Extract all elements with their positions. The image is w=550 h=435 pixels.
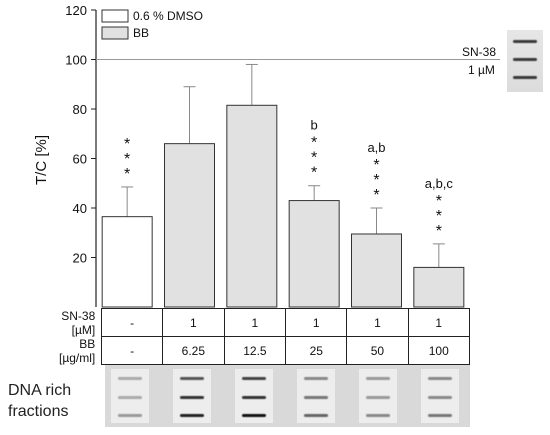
- gel-lane: [173, 369, 211, 423]
- table-cell: 1: [223, 308, 287, 337]
- significance-star: *: [373, 157, 379, 174]
- gel-band: [242, 414, 266, 417]
- gel-band: [428, 414, 452, 417]
- significance-star: *: [311, 165, 317, 182]
- table-cell: 100: [407, 336, 471, 365]
- treatment-table: SN-38 [µM] - 1 1 1 1 1 BB [µg/ml] - 6.25…: [40, 308, 471, 365]
- legend-swatch-bb: [101, 26, 129, 40]
- significance-annotation: a,b,c: [425, 176, 454, 191]
- gel-band: [180, 377, 204, 380]
- gel-band: [513, 40, 537, 43]
- dna-gel-strip: [105, 365, 470, 427]
- reference-label-line1: SN-38: [462, 45, 496, 59]
- legend-label-dmso: 0.6 % DMSO: [133, 9, 203, 23]
- table-cell: -: [101, 308, 164, 337]
- table-cell: 1: [285, 308, 348, 337]
- table-row-sn38: SN-38 [µM] - 1 1 1 1 1: [40, 308, 471, 337]
- y-tick-label: 100: [65, 53, 87, 68]
- significance-star: *: [124, 136, 130, 153]
- gel-band: [118, 414, 142, 417]
- dna-label-line2: fractions: [8, 403, 69, 420]
- gel-lane: [297, 369, 335, 423]
- gel-band: [304, 377, 328, 380]
- gel-band: [180, 396, 204, 399]
- significance-star: *: [373, 172, 379, 189]
- significance-star: *: [436, 223, 442, 240]
- gel-band: [428, 396, 452, 399]
- gel-lane: [359, 369, 397, 423]
- gel-band: [242, 396, 266, 399]
- table-cell: 6.25: [162, 336, 225, 365]
- y-tick-label: 20: [73, 251, 87, 266]
- table-row-bb: BB [µg/ml] - 6.25 12.5 25 50 100: [40, 336, 471, 365]
- gel-band: [366, 414, 390, 417]
- gel-lane: [235, 369, 273, 423]
- bars-group: ******b***a,b***a,b,c: [101, 63, 465, 308]
- gel-lane: [111, 369, 149, 423]
- row-label-bb: BB [µg/ml]: [58, 336, 96, 365]
- table-cell: 1: [162, 308, 225, 337]
- legend-label-bb: BB: [133, 26, 149, 40]
- significance-star: *: [124, 151, 130, 168]
- gel-band: [118, 377, 142, 380]
- gel-band: [180, 414, 204, 417]
- table-cell: 1: [346, 308, 409, 337]
- table-cell: 12.5: [223, 336, 287, 365]
- gel-band: [242, 377, 266, 380]
- gel-band: [428, 377, 452, 380]
- dna-label-line1: DNA rich: [8, 382, 72, 399]
- table-cell: 1: [407, 308, 471, 337]
- significance-annotation: a,b: [367, 140, 385, 155]
- significance-star: *: [373, 187, 379, 204]
- gel-band: [366, 396, 390, 399]
- gel-band: [304, 414, 328, 417]
- significance-star: *: [124, 166, 130, 183]
- table-cell: 50: [346, 336, 409, 365]
- significance-star: *: [436, 193, 442, 210]
- gel-band: [513, 58, 537, 61]
- bar: [413, 266, 465, 308]
- table-cell: -: [101, 336, 164, 365]
- significance-star: *: [436, 208, 442, 225]
- bar: [101, 216, 153, 308]
- significance-star: *: [311, 150, 317, 167]
- table-cell: 25: [285, 336, 348, 365]
- significance-annotation: b: [311, 118, 318, 133]
- gel-lane: [421, 369, 459, 423]
- sn38-reference-gel: [507, 30, 543, 92]
- bar: [226, 104, 278, 308]
- dna-fractions-label: DNA rich fractions: [8, 380, 71, 422]
- gel-band: [118, 396, 142, 399]
- y-tick-label: 80: [73, 102, 87, 117]
- bar: [288, 200, 340, 308]
- significance-star: *: [311, 135, 317, 152]
- gel-band: [366, 377, 390, 380]
- y-tick-label: 60: [73, 152, 87, 167]
- y-tick-label: 120: [65, 3, 87, 18]
- bar: [164, 143, 215, 308]
- y-axis-label: T/C [%]: [33, 135, 50, 185]
- legend-swatch-dmso: [101, 9, 129, 23]
- y-tick-label: 40: [73, 201, 87, 216]
- bar: [351, 233, 402, 308]
- reference-label-line2: 1 µM: [468, 63, 495, 77]
- row-label-sn38: SN-38 [µM]: [61, 308, 96, 337]
- legend: 0.6 % DMSO BB: [101, 9, 203, 40]
- gel-band: [304, 396, 328, 399]
- gel-band: [513, 76, 537, 79]
- y-axis: 20 40 60 80 100 120: [65, 3, 97, 307]
